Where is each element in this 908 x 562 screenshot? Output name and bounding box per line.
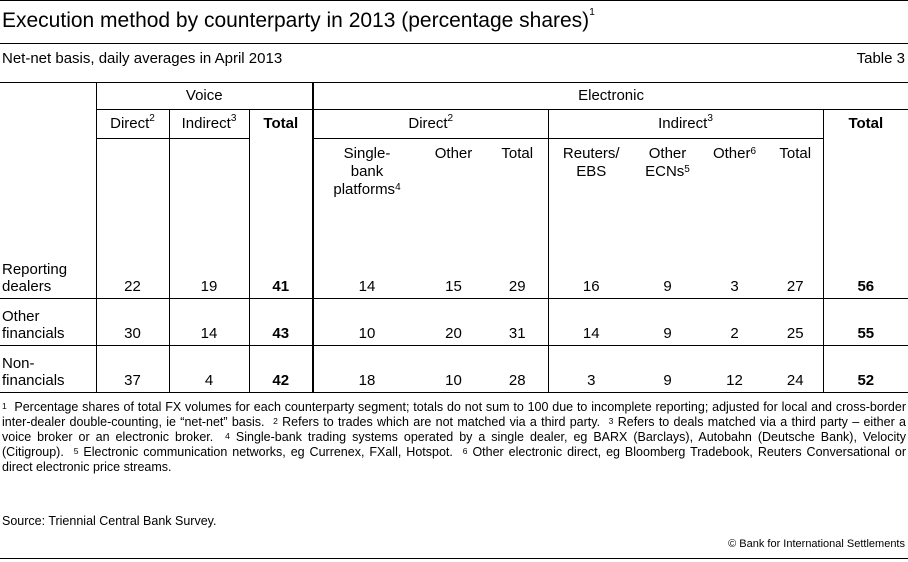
group-header-voice: Voice [95,83,313,110]
table-row: Reporting dealers 22 19 41 14 15 29 16 9 3 27 56 [0,251,908,298]
table-cell: 37 [95,344,169,392]
table-cell: 56 [822,251,908,298]
col-direct-total: Total [501,144,534,162]
table-cell: 10 [420,344,487,392]
col-voice-direct: Direct2 [95,109,169,139]
table-cell: 12 [701,344,768,392]
col-voice-total: Total [248,109,313,138]
table-cell: 30 [95,297,169,345]
footnote-6: Other electronic direct, eg Bloomberg Tr… [2,445,906,474]
col-electronic-direct: Direct2 [312,109,548,139]
source-note: Source: Triennial Central Bank Survey. [2,514,217,528]
col-single-bank-platforms: Single-bank platforms4 [312,138,420,251]
table-cell: 9 [634,297,701,345]
group-header-electronic: Electronic [311,83,908,110]
table-cell: 15 [445,277,462,295]
title-rule [0,43,908,44]
table-cell: 4 [168,344,249,392]
table-bottom-rule [0,392,908,393]
col-indirect-total: Total [779,144,812,162]
footnote-2: Refers to trades which are not matched v… [282,415,601,429]
table-cell: 10 [312,297,420,345]
table-cell: 31 [487,297,548,345]
table-row: Non-financials 37 4 42 18 10 28 3 9 12 24 52 [0,344,908,392]
table-row: Other financials 30 14 43 10 20 31 14 9 2 25 55 [0,297,908,345]
top-rule [0,0,908,1]
table-cell: 29 [508,277,526,295]
table-top-rule [0,82,908,83]
table-cell: 24 [768,344,823,392]
table-cell: 14 [312,251,420,298]
page-title: Execution method by counterparty in 2013… [2,7,595,32]
table-cell: 52 [822,344,908,392]
table-cell: 18 [312,344,420,392]
table-cell: 16 [547,251,634,298]
table-cell: 25 [768,297,823,345]
data-table: Voice Electronic Direct2 Indirect3 Total… [0,83,908,392]
table-number: Table 3 [856,50,905,67]
table-cell: 9 [634,344,701,392]
footnote-1: Percentage shares of total FX volumes fo… [2,400,906,429]
row-label: Reporting dealers [2,260,68,295]
table-cell: 55 [822,297,908,345]
table-cell: 14 [168,297,249,345]
table-cell: 28 [487,344,548,392]
table-cell: 41 [248,251,313,298]
table-cell: 20 [420,297,487,345]
col-electronic-indirect: Indirect3 [547,109,823,139]
copyright-notice: © Bank for International Settlements [728,538,905,550]
table-cell: 3 [730,277,739,295]
table-cell: 3 [547,344,634,392]
table-cell: 19 [168,251,249,298]
title-footnote-mark: 1 [589,7,595,18]
col-indirect-other: Other6 [712,144,757,162]
row-label: Other financials [0,297,96,345]
footnotes: 1 Percentage shares of total FX volumes … [2,400,906,474]
col-other-ecns: Other ECNs5 [645,144,690,180]
col-voice-indirect: Indirect3 [168,109,249,139]
footnote-4: Single-bank trading systems operated by … [2,430,906,459]
table-cell: 14 [547,297,634,345]
bottom-rule [0,558,908,559]
page-subtitle: Net-net basis, daily averages in April 2… [2,50,283,67]
col-electronic-total: Total [822,109,908,138]
col-reuters-ebs: Reuters/EBS [547,138,634,251]
table-cell: 9 [663,277,672,295]
table-cell: 27 [786,277,804,295]
footnote-5: Electronic communication networks, eg Cu… [83,445,453,459]
table-cell: 43 [248,297,313,345]
table-cell: 42 [248,344,313,392]
stub-header [0,83,96,109]
row-label: Non-financials [0,344,96,392]
table-cell: 22 [95,251,169,298]
col-direct-other: Other [434,144,473,162]
table-cell: 2 [701,297,768,345]
footnote-3: Refers to deals matched via a third part… [2,415,906,444]
